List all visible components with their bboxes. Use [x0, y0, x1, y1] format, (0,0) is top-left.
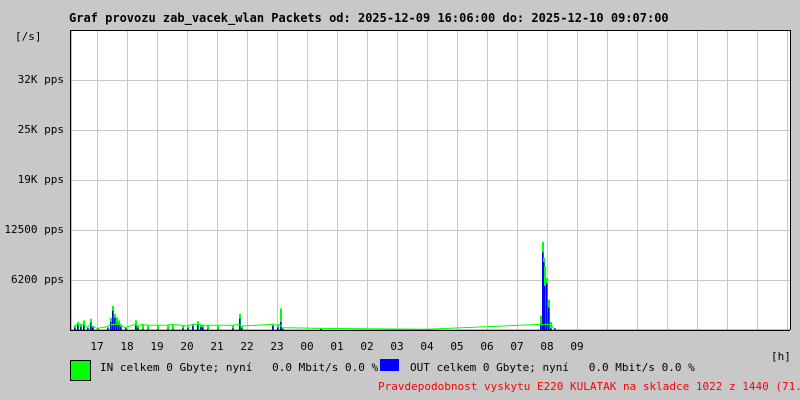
- x-tick-label: 03: [390, 340, 404, 353]
- out-bar: [74, 327, 76, 330]
- out-bar: [544, 286, 546, 330]
- y-tick-label: 25K pps: [17, 123, 64, 136]
- x-tick-label: 18: [120, 340, 134, 353]
- legend-out-text: OUT celkem 0 Gbyte; nyní 0.0 Mbit/s 0.0 …: [410, 361, 695, 374]
- legend-in-swatch: [70, 360, 91, 381]
- in-bar: [282, 327, 284, 330]
- x-tick-label: 23: [270, 340, 284, 353]
- in-bar: [280, 308, 282, 330]
- y-tick-label: 19K pps: [17, 173, 64, 186]
- in-bar: [540, 315, 542, 330]
- in-bar: [157, 325, 159, 330]
- in-bar: [147, 325, 149, 330]
- out-bar: [542, 252, 544, 330]
- traffic-chart: [70, 30, 791, 331]
- out-bar: [197, 324, 199, 330]
- y-tick-label: 32K pps: [17, 73, 64, 86]
- in-bar: [241, 326, 243, 330]
- out-bar: [87, 328, 89, 330]
- x-tick-label: 01: [330, 340, 344, 353]
- out-bar: [120, 326, 122, 330]
- x-tick-label: 06: [480, 340, 494, 353]
- out-bar: [200, 326, 202, 330]
- in-bar: [207, 325, 209, 330]
- out-bar: [142, 329, 144, 330]
- out-bar: [192, 326, 194, 330]
- in-bar: [217, 325, 219, 330]
- in-bar: [182, 325, 184, 330]
- x-tick-label: 22: [240, 340, 254, 353]
- in-bar: [172, 324, 174, 330]
- in-bar: [167, 325, 169, 330]
- x-tick-label: 17: [90, 340, 104, 353]
- out-bar: [112, 310, 114, 330]
- out-bar: [187, 328, 189, 330]
- out-bar: [137, 327, 139, 330]
- x-tick-label: 05: [450, 340, 464, 353]
- x-tick-label: 07: [510, 340, 524, 353]
- out-bar: [207, 329, 209, 330]
- out-bar: [320, 329, 322, 330]
- out-bar: [546, 283, 548, 330]
- out-bar: [118, 324, 120, 330]
- out-bar: [135, 325, 137, 330]
- y-axis-unit: [/s]: [15, 30, 42, 43]
- legend-out-swatch: [380, 359, 399, 371]
- out-bar: [110, 322, 112, 330]
- out-bar: [172, 329, 174, 330]
- in-bar: [232, 325, 234, 330]
- legend-in-text: IN celkem 0 Gbyte; nyní 0.0 Mbit/s 0.0 %: [100, 361, 379, 374]
- out-bar: [182, 328, 184, 330]
- out-bar: [217, 329, 219, 330]
- x-tick-label: 09: [570, 340, 584, 353]
- x-tick-label: 04: [420, 340, 434, 353]
- out-bar: [97, 329, 99, 330]
- out-bar: [554, 328, 556, 330]
- out-bar: [550, 328, 552, 330]
- out-bar: [125, 328, 127, 330]
- out-bar: [277, 327, 279, 330]
- out-bar: [167, 329, 169, 330]
- out-bar: [116, 323, 118, 330]
- out-bar: [77, 325, 79, 330]
- out-bar: [232, 328, 234, 330]
- x-axis-unit: [h]: [771, 350, 791, 363]
- out-bar: [147, 329, 149, 330]
- probability-footer: Pravdepodobnost vyskytu E220 KULATAK na …: [378, 380, 800, 393]
- out-bar: [202, 327, 204, 330]
- out-bar: [83, 324, 85, 330]
- out-bar: [90, 322, 92, 330]
- out-bar: [92, 327, 94, 330]
- in-line: [73, 323, 555, 330]
- y-tick-label: 6200 pps: [11, 273, 64, 286]
- in-bar: [142, 324, 144, 330]
- out-bar: [282, 329, 284, 330]
- out-bar: [241, 328, 243, 330]
- out-bar: [540, 323, 542, 330]
- out-bar: [548, 307, 550, 330]
- out-bar: [272, 326, 274, 330]
- out-bar: [543, 262, 545, 330]
- out-bar: [107, 328, 109, 330]
- out-bar: [80, 326, 82, 330]
- x-tick-label: 21: [210, 340, 224, 353]
- out-bar: [157, 329, 159, 330]
- x-tick-label: 02: [360, 340, 374, 353]
- in-bar: [187, 326, 189, 330]
- x-tick-label: 00: [300, 340, 314, 353]
- x-tick-label: 08: [540, 340, 554, 353]
- graph-title: Graf provozu zab_vacek_wlan Packets od: …: [69, 11, 669, 25]
- x-tick-label: 19: [150, 340, 164, 353]
- y-tick-label: 12500 pps: [4, 223, 64, 236]
- x-tick-label: 20: [180, 340, 194, 353]
